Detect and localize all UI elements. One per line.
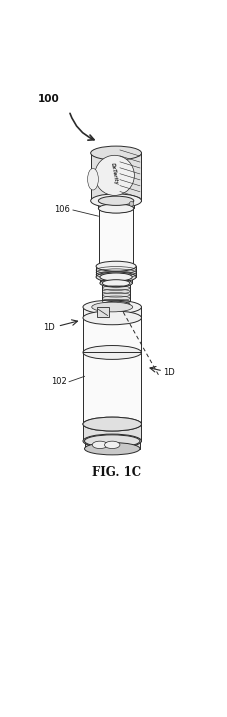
- Bar: [96, 307, 109, 317]
- Bar: [84, 441, 139, 449]
- Bar: [83, 318, 141, 353]
- Ellipse shape: [83, 346, 141, 359]
- Text: 100: 100: [38, 94, 60, 104]
- Ellipse shape: [90, 146, 141, 160]
- Ellipse shape: [83, 417, 141, 431]
- Bar: [99, 209, 132, 266]
- Bar: [102, 283, 129, 305]
- Text: 106: 106: [54, 205, 69, 214]
- Ellipse shape: [99, 204, 132, 213]
- Bar: [98, 201, 133, 209]
- Ellipse shape: [87, 168, 98, 190]
- Bar: [96, 266, 136, 277]
- Ellipse shape: [84, 442, 139, 455]
- Ellipse shape: [92, 441, 107, 449]
- Ellipse shape: [99, 273, 132, 281]
- Ellipse shape: [90, 194, 141, 208]
- Text: FIG. 1C: FIG. 1C: [92, 466, 141, 479]
- Ellipse shape: [83, 311, 141, 325]
- Ellipse shape: [83, 300, 141, 314]
- Ellipse shape: [129, 201, 133, 206]
- Bar: [83, 307, 141, 318]
- Ellipse shape: [99, 262, 132, 270]
- Ellipse shape: [98, 196, 133, 205]
- Text: 1D: 1D: [162, 368, 174, 377]
- Text: DxTerity: DxTerity: [110, 162, 118, 186]
- Ellipse shape: [102, 280, 129, 287]
- Ellipse shape: [84, 435, 139, 447]
- Ellipse shape: [99, 279, 132, 288]
- Bar: [90, 153, 141, 201]
- Ellipse shape: [104, 441, 119, 449]
- Ellipse shape: [83, 434, 141, 448]
- Text: 1D: 1D: [43, 323, 54, 332]
- Bar: [83, 353, 141, 424]
- Ellipse shape: [98, 204, 133, 213]
- Bar: [99, 277, 132, 283]
- Bar: [83, 424, 141, 441]
- Text: 102: 102: [50, 377, 66, 386]
- Ellipse shape: [83, 417, 141, 431]
- Ellipse shape: [91, 302, 132, 312]
- Ellipse shape: [102, 301, 129, 308]
- Ellipse shape: [94, 156, 134, 196]
- Ellipse shape: [96, 261, 136, 271]
- Ellipse shape: [96, 272, 136, 282]
